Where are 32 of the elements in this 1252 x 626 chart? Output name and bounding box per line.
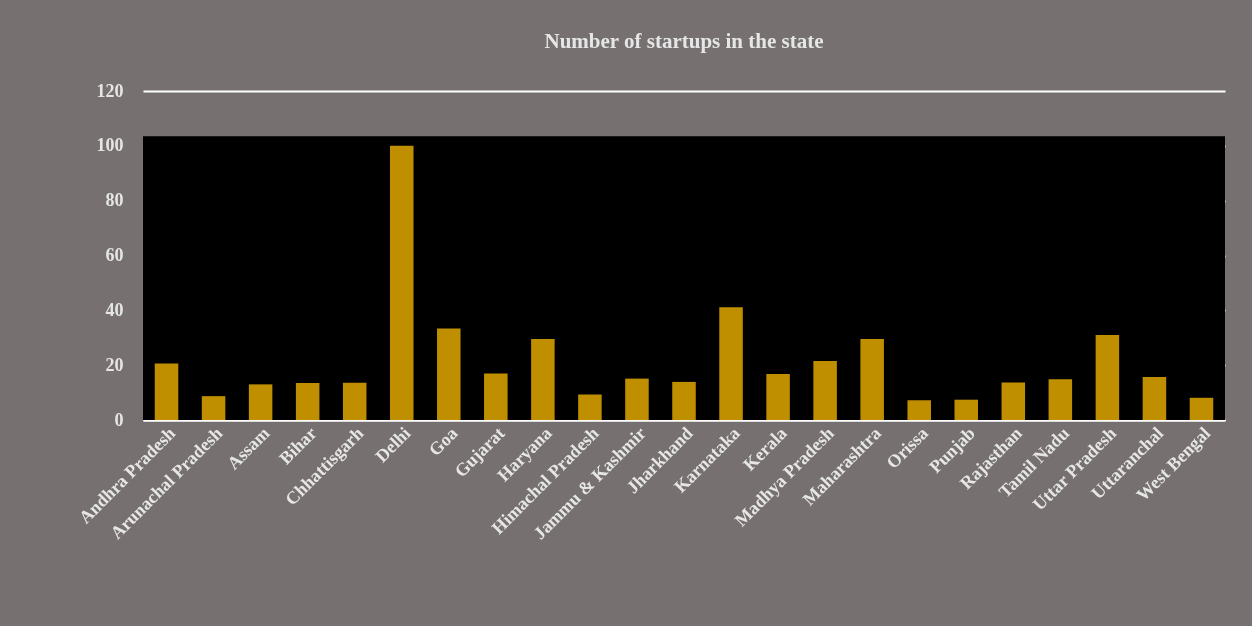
bar	[625, 378, 649, 420]
bar	[295, 382, 320, 420]
bar	[860, 339, 884, 420]
bar	[719, 307, 743, 420]
y-tick-label: 100	[96, 135, 124, 156]
bar	[248, 384, 273, 420]
y-tick-label: 80	[105, 190, 124, 211]
bar	[672, 381, 696, 420]
y-tick-label: 20	[105, 354, 124, 375]
bar	[1189, 397, 1214, 420]
bar	[907, 400, 931, 420]
bar	[1095, 335, 1120, 420]
bar	[531, 339, 555, 420]
bar	[1142, 376, 1167, 420]
bar	[578, 394, 602, 420]
y-tick-label: 40	[105, 299, 124, 320]
x-tick-label: Goa	[424, 423, 462, 460]
bar	[437, 328, 461, 420]
chart-title: Number of startups in the state	[544, 29, 824, 53]
bar	[342, 382, 367, 420]
y-tick-label: 120	[96, 80, 124, 101]
y-tick-label: 0	[114, 409, 124, 430]
bar	[154, 363, 179, 420]
bar	[1001, 382, 1026, 420]
bar	[201, 396, 226, 420]
bar	[484, 373, 508, 420]
bar	[766, 373, 790, 420]
bar	[1048, 379, 1073, 420]
bar	[389, 145, 414, 420]
bar	[813, 361, 837, 420]
bar	[954, 399, 979, 420]
y-tick-label: 60	[105, 245, 124, 265]
